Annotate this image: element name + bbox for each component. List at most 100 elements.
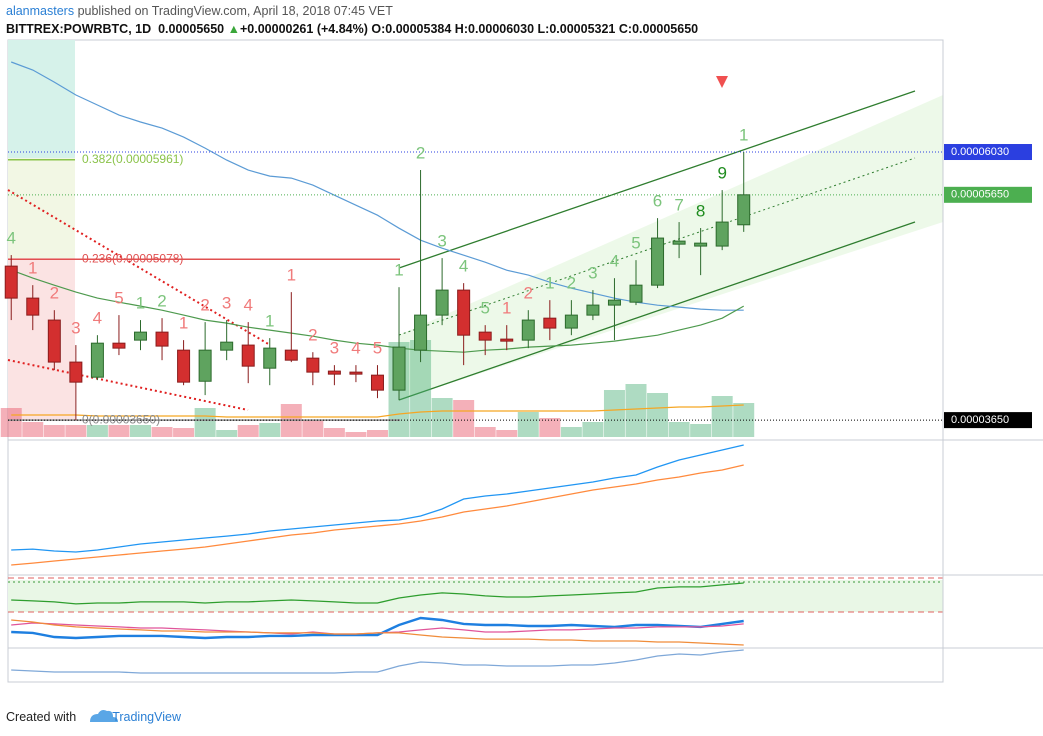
price-tag [944,186,1032,203]
candle-body [306,357,320,373]
candle-body [349,371,363,375]
h-label: H: [454,22,468,36]
volume-bar [22,422,44,437]
candle-body [284,349,298,361]
volume-bar [496,430,518,437]
candle-body [133,331,147,341]
candle-body [47,319,61,363]
td-count: 4 [459,257,468,276]
signal-arrow [716,76,728,88]
candle-body [694,242,708,247]
volume-bar [43,425,65,437]
candle-body [607,299,621,306]
last-price: 0.00005650 [158,22,225,36]
fib-label: 0.382(0.00005961) [82,152,183,166]
candle-body [327,370,341,375]
td-count: 4 [93,309,102,328]
volume-bar [302,420,324,437]
candle-body [457,289,471,336]
volume-bar [474,427,496,437]
price-tag-label: 0.00006030 [951,146,1009,158]
channel-mid [398,157,916,336]
candle-body [90,342,104,378]
logo [90,710,118,722]
candle-body [564,314,578,329]
created-with: Created with [6,710,77,724]
volume-bar [237,425,259,437]
indicator-line [11,649,744,674]
td-count: 1 [265,312,274,331]
volume-bar [647,393,669,437]
volume-bar [323,428,345,437]
candle-body [112,342,126,349]
td-count: 6 [653,192,662,211]
header-line: alanmasters published on TradingView.com… [6,4,393,18]
fib-zone [8,258,75,420]
candle-body [4,265,18,299]
td-count: 2 [416,144,425,163]
symbol: BITTREX:POWRBTC, 1D [6,22,152,36]
o-label: O: [371,22,386,36]
td-count: 7 [674,196,683,215]
candle-body [435,289,449,316]
td-count: 1 [739,125,748,144]
td-count: 4 [610,252,619,271]
td-count: 3 [437,232,446,251]
indicator-line [11,616,744,640]
candle-body [26,297,40,316]
td-count: 1 [28,259,37,278]
volume-bar [0,408,22,437]
td-count: 3 [588,264,597,283]
candle-body [521,319,535,341]
td-count: 5 [373,339,382,358]
c-label: C: [618,22,633,36]
volume-bar [108,425,130,437]
td-count: 2 [200,296,209,315]
candle-body [198,349,212,382]
td-count: 3 [330,339,339,358]
footer: Created with TradingView [6,710,181,724]
td-count: 5 [631,234,640,253]
low: 0.00005321 [549,22,616,36]
candle-body [414,314,428,351]
open: 0.00005384 [385,22,452,36]
logo-cloud [90,710,118,722]
td-count: 8 [696,202,705,221]
price-tag [944,412,1032,429]
change-arrow: ▲ [227,22,240,36]
volume-bar [668,422,690,437]
td-count: 5 [480,299,489,318]
volume-bar [173,428,195,437]
volume-bar [690,424,712,437]
volume-bar [65,425,87,437]
brand[interactable]: TradingView [112,710,181,724]
td-count: 4 [243,296,252,315]
fib-label: 0.236(0.00005078) [82,251,183,265]
volume-bar [431,398,453,437]
td-count: 1 [394,261,403,280]
candle-body [672,240,686,245]
td-count: 5 [114,289,123,308]
volume-bar [151,427,173,437]
channel-upper [398,90,916,269]
l-label: L: [537,22,550,36]
candle-body [69,361,83,383]
candle-body [478,331,492,341]
td-count: 2 [50,284,59,303]
candle-body [715,221,729,247]
volume-bar [129,425,151,437]
td-count: 9 [717,164,726,183]
price-tag-label: 0.00003650 [951,414,1009,426]
drawings [7,40,1043,682]
indicator-line [11,404,744,418]
volume-bar [194,408,216,437]
td-count: 1 [287,266,296,285]
td-count: 1 [502,299,511,318]
td-count: 1 [179,314,188,333]
candle-body [263,347,277,369]
candle-body [241,344,255,367]
td-count: 3 [222,294,231,313]
td-count: 2 [524,284,533,303]
